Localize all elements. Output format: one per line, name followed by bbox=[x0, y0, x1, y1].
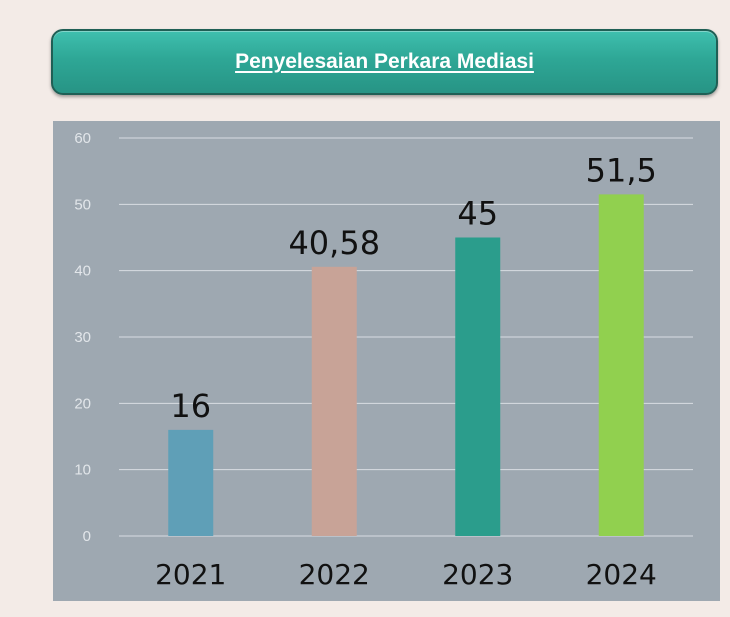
chart-title-banner: Penyelesaian Perkara Mediasi bbox=[51, 29, 718, 95]
data-label: 51,5 bbox=[586, 151, 657, 189]
bar-2022 bbox=[311, 266, 357, 536]
data-label: 45 bbox=[457, 195, 498, 233]
y-tick-label: 30 bbox=[74, 329, 91, 346]
bar-chart: 0 10 20 30 40 50 60 16 2021 40,58 2022 45 2023 51,5 20… bbox=[74, 130, 693, 591]
y-tick-label: 20 bbox=[74, 395, 91, 412]
data-label: 40,58 bbox=[288, 224, 380, 262]
bar-2021 bbox=[168, 429, 214, 536]
chart-area: 0 10 20 30 40 50 60 16 2021 40,58 2022 45 2023 51,5 20… bbox=[53, 121, 720, 601]
y-tick-label: 10 bbox=[74, 462, 91, 479]
y-tick-label: 40 bbox=[74, 263, 91, 280]
y-tick-label: 50 bbox=[74, 196, 91, 213]
bar-2023 bbox=[455, 237, 501, 536]
x-category-label: 2021 bbox=[155, 558, 226, 591]
x-category-label: 2024 bbox=[586, 558, 657, 591]
chart-title: Penyelesaian Perkara Mediasi bbox=[235, 50, 534, 73]
y-tick-label: 60 bbox=[74, 130, 91, 147]
x-category-label: 2022 bbox=[299, 558, 370, 591]
y-tick-label: 0 bbox=[83, 528, 91, 545]
data-label: 16 bbox=[170, 387, 211, 425]
bar-2024 bbox=[598, 194, 644, 536]
x-category-label: 2023 bbox=[442, 558, 513, 591]
